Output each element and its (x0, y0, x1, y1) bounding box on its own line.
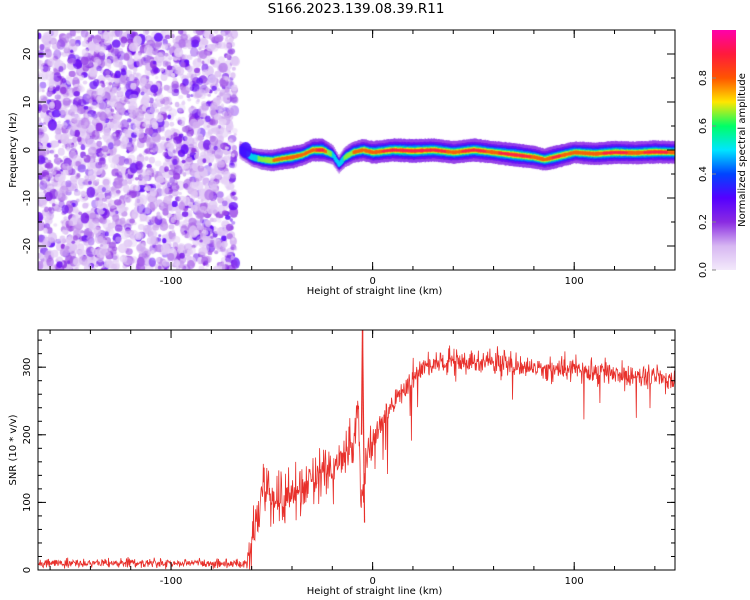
spectrogram-y-tick-label: -20 (22, 238, 33, 254)
snr-y-tick-label: 100 (22, 493, 33, 512)
snr-y-axis-label: SNR (10 * v/v) (8, 414, 19, 485)
snr-y-tick-label: 300 (22, 358, 33, 377)
spectrogram-x-tick-label: 100 (565, 276, 584, 287)
spectrogram-y-tick-label: 10 (22, 96, 33, 109)
spectrogram-heatmap (38, 30, 675, 270)
snr-y-tick-label: 0 (22, 567, 33, 573)
colorbar-label: Normalized spectral amplitude (737, 73, 748, 227)
spectrogram-y-axis-label: Frequency (Hz) (8, 112, 19, 188)
snr-spike-mark (360, 329, 364, 435)
spectrogram-y-tick-label: -10 (22, 190, 33, 206)
snr-frame (37, 329, 676, 571)
spectrogram-x-axis-label: Height of straight line (km) (307, 286, 443, 297)
colorbar-tick-label: 0.0 (698, 262, 709, 278)
snr-x-axis-label: Height of straight line (km) (307, 586, 443, 597)
snr-plot-area (38, 330, 675, 570)
snr-series-line (37, 345, 676, 570)
colorbar-tick-label: 0.6 (698, 118, 709, 134)
colorbar-swatch (712, 30, 736, 270)
colorbar-tick-label: 0.8 (698, 70, 709, 86)
snr-y-tick-label: 200 (22, 425, 33, 444)
snr-x-tick-label: 0 (369, 576, 375, 587)
spectrogram-x-tick-label: -100 (160, 276, 183, 287)
snr-x-tick-label: -100 (160, 576, 183, 587)
spectrogram-y-tick-label: 0 (22, 147, 33, 153)
spectrogram-y-tick-label: 20 (22, 48, 33, 61)
spectrogram-x-tick-label: 0 (369, 276, 375, 287)
snr-spike-dip-mark (361, 329, 366, 523)
colorbar-tick-label: 0.2 (698, 214, 709, 230)
figure-title: S166.2023.139.08.39.R11 (267, 1, 445, 17)
colorbar-tick-label: 0.4 (698, 166, 709, 182)
snr-x-tick-label: 100 (565, 576, 584, 587)
